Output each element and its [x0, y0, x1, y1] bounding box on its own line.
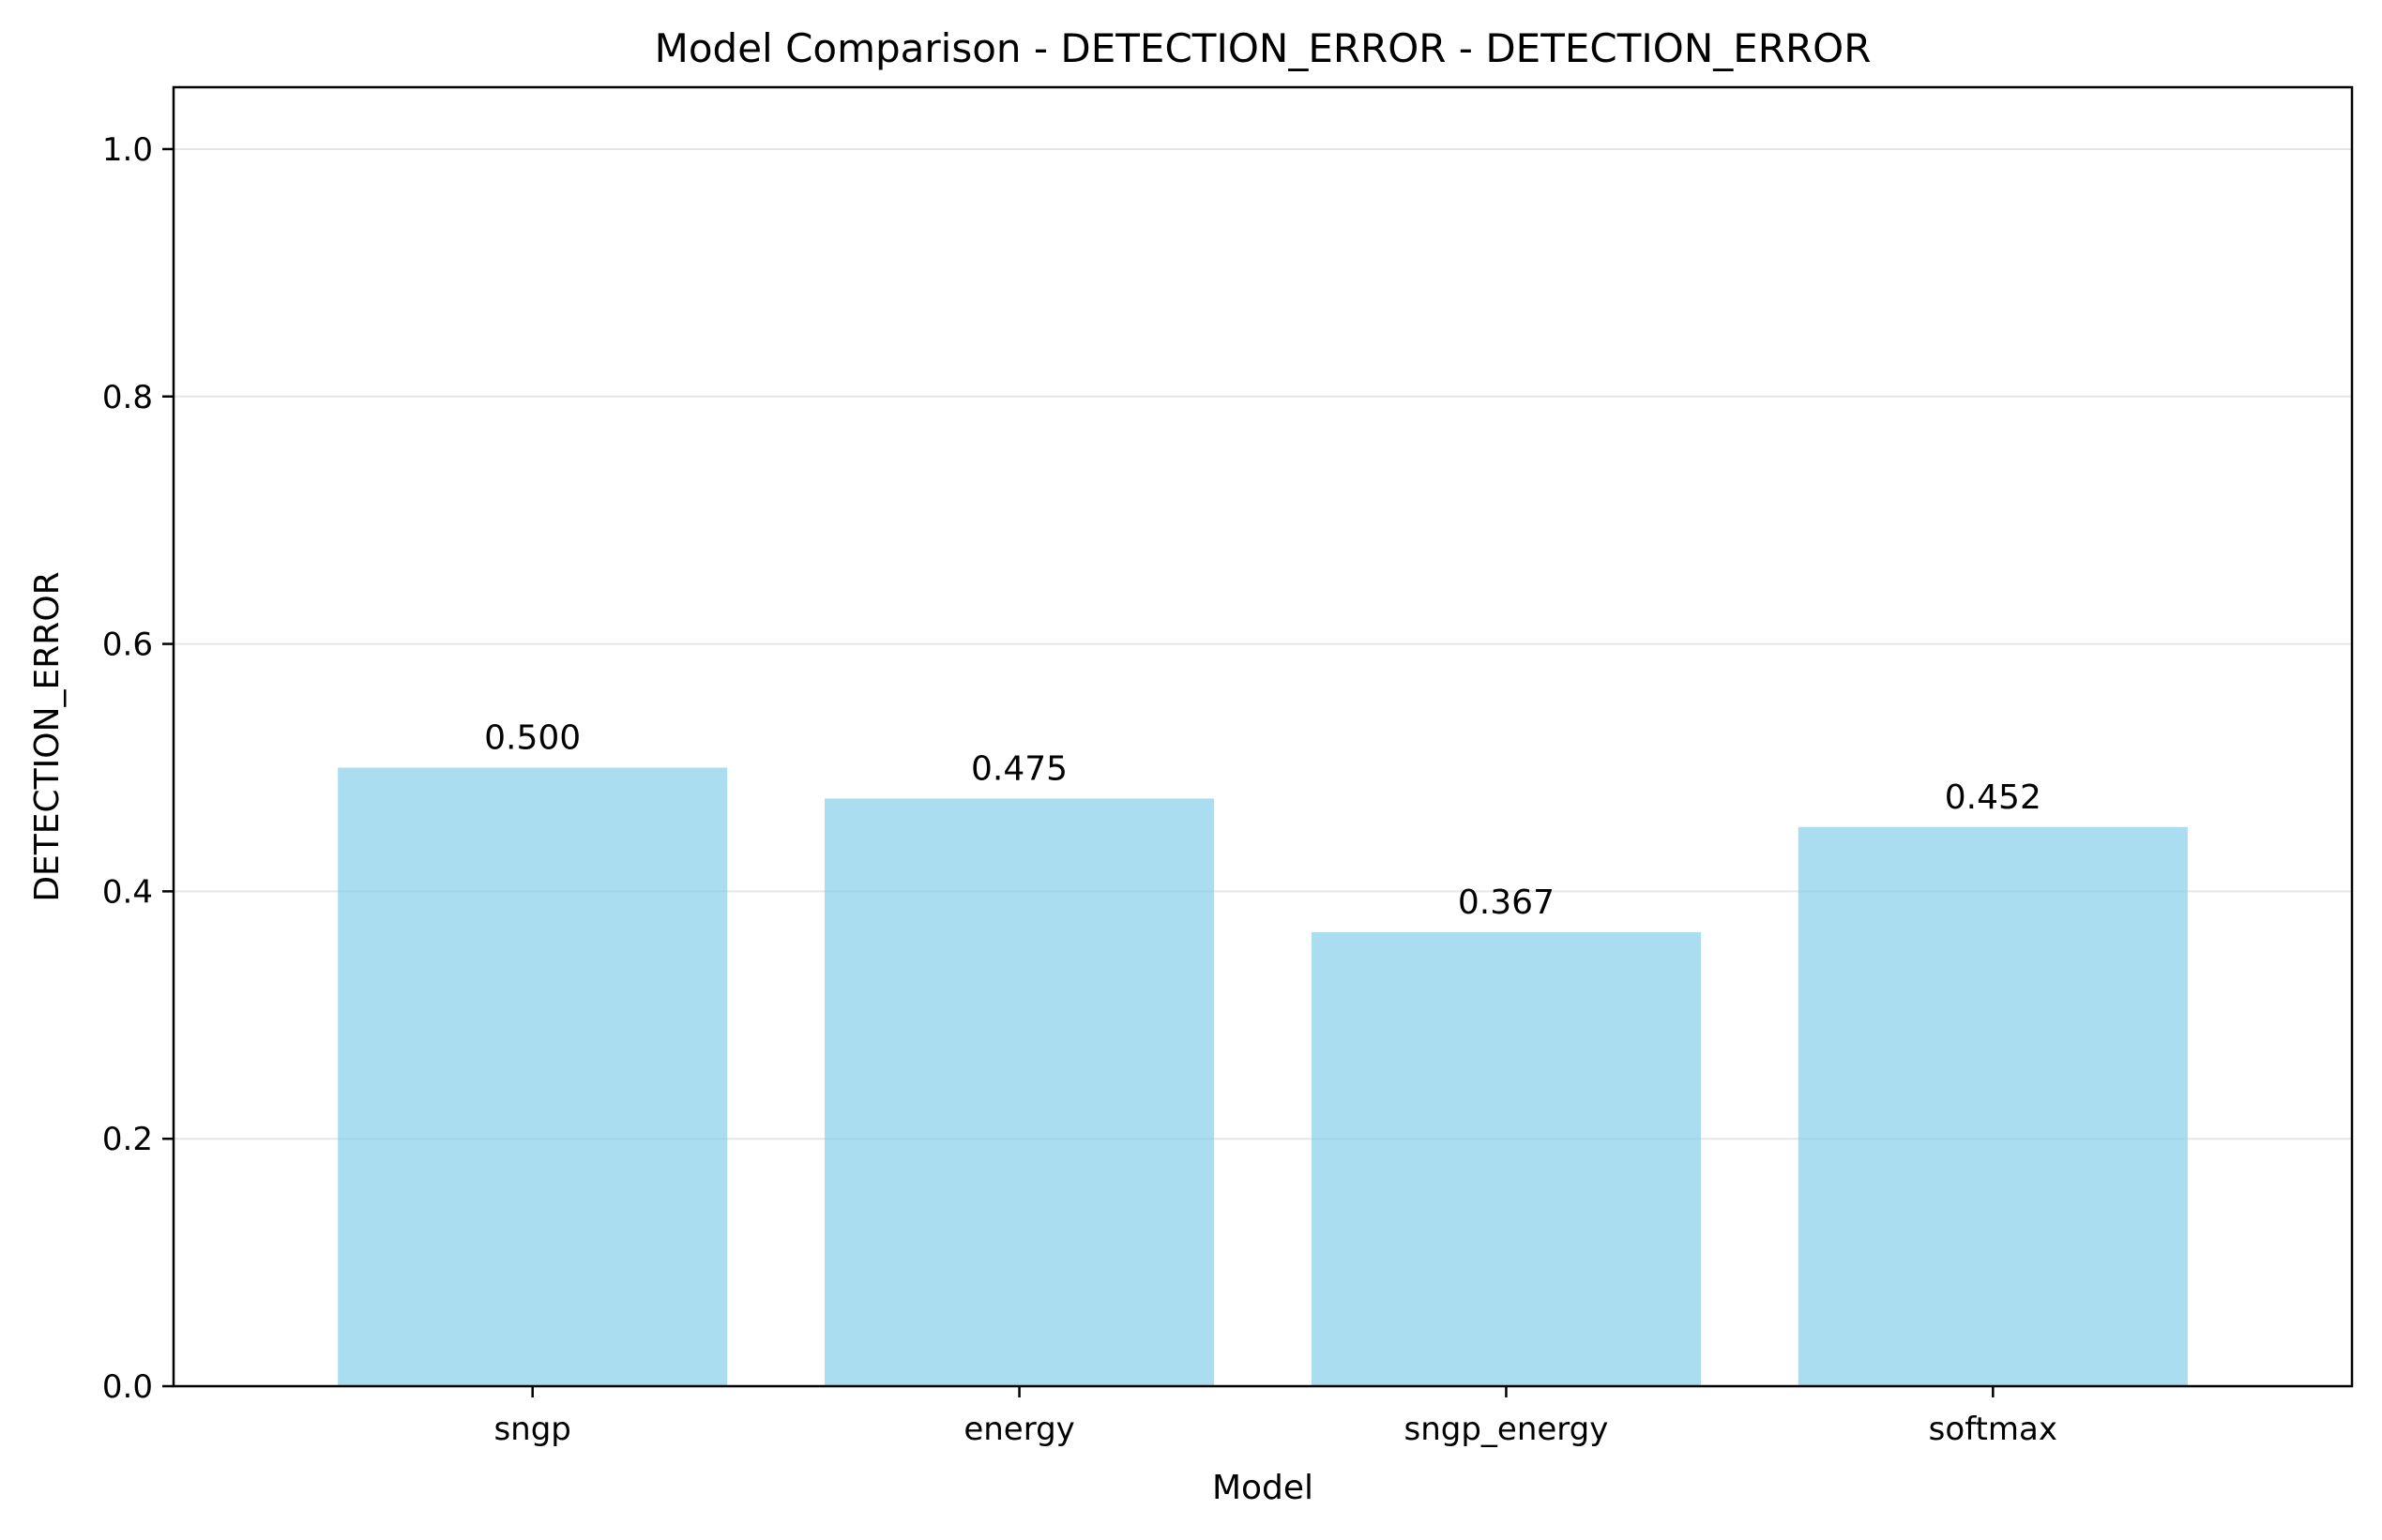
bar-energy — [825, 798, 1215, 1386]
bars — [338, 767, 2188, 1386]
data-labels: 0.500 0.475 0.367 0.452 — [484, 718, 2041, 921]
bar-sngp_energy — [1311, 931, 1701, 1386]
data-label-energy: 0.475 — [971, 749, 1068, 788]
y-axis-ticks: 0.0 0.2 0.4 0.6 0.8 1.0 — [102, 131, 174, 1406]
y-tick-label: 0.2 — [102, 1121, 153, 1158]
x-axis-ticks: sngp energy sngp_energy softmax — [493, 1386, 2057, 1448]
x-tick-label-sngp_energy: sngp_energy — [1403, 1411, 1608, 1448]
data-label-softmax: 0.452 — [1945, 778, 2041, 817]
y-tick-label: 0.8 — [102, 379, 153, 416]
y-tick-label: 0.6 — [102, 627, 153, 664]
bar-softmax — [1798, 826, 2188, 1386]
y-tick-label: 0.0 — [102, 1368, 153, 1406]
y-tick-label: 1.0 — [102, 131, 153, 169]
data-label-sngp_energy: 0.367 — [1458, 883, 1555, 922]
x-tick-label-energy: energy — [963, 1411, 1074, 1448]
data-label-sngp: 0.500 — [484, 718, 581, 757]
bar-sngp — [338, 767, 728, 1386]
chart-title: Model Comparison - DETECTION_ERROR - DET… — [655, 25, 1872, 71]
plot-frame — [172, 85, 2354, 1388]
y-tick-label: 0.4 — [102, 873, 153, 911]
x-tick-label-sngp: sngp — [493, 1411, 570, 1448]
y-axis-label: DETECTION_ERROR — [28, 571, 67, 901]
x-tick-label-softmax: softmax — [1929, 1411, 2057, 1448]
x-axis-label: Model — [1212, 1469, 1313, 1507]
